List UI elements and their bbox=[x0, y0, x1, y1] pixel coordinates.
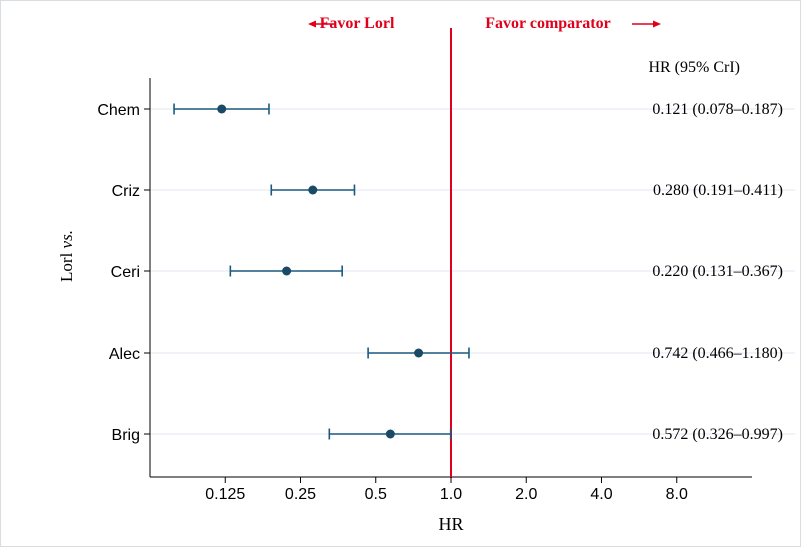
row-label: Alec bbox=[109, 346, 140, 363]
ci-column-title: HR (95% CrI) bbox=[648, 59, 740, 76]
hr-point bbox=[385, 429, 395, 439]
rows: Chem 0.121 (0.078–0.187) Criz 0.280 (0.191–… bbox=[97, 101, 783, 444]
row-label: Chem bbox=[97, 102, 140, 119]
x-tick-label: 0.125 bbox=[205, 486, 245, 503]
hr-ci-text: 0.220 (0.131–0.367) bbox=[652, 263, 783, 280]
x-tick-label: 8.0 bbox=[666, 486, 688, 503]
x-tick-label: 1.0 bbox=[440, 486, 462, 503]
hr-point bbox=[282, 266, 292, 276]
hr-point bbox=[217, 104, 227, 114]
hr-point bbox=[308, 185, 318, 195]
x-axis-title: HR bbox=[438, 514, 463, 534]
x-tick-label: 0.25 bbox=[285, 486, 316, 503]
hr-ci-text: 0.121 (0.078–0.187) bbox=[652, 101, 783, 118]
y-axis-title-text: Lorl bbox=[57, 248, 76, 282]
hr-point bbox=[414, 348, 424, 358]
hr-ci-text: 0.572 (0.326–0.997) bbox=[652, 426, 783, 443]
x-tick-label: 0.5 bbox=[365, 486, 387, 503]
row-label: Ceri bbox=[111, 264, 140, 281]
row-label: Brig bbox=[112, 427, 140, 444]
y-axis-title: Lorl vs. bbox=[57, 230, 76, 282]
x-ticks: 0.125 0.25 0.5 1.0 2.0 4.0 8.0 bbox=[205, 477, 688, 503]
favor-comparator-label: Favor comparator bbox=[485, 15, 610, 32]
right-arrow-icon bbox=[632, 20, 661, 28]
row-label: Criz bbox=[112, 183, 140, 200]
favor-header: Favor Lorl Favor comparator bbox=[308, 15, 661, 32]
x-tick-label: 4.0 bbox=[590, 486, 612, 503]
y-axis-title-italic: vs. bbox=[57, 230, 76, 248]
x-tick-label: 2.0 bbox=[515, 486, 537, 503]
left-arrow-icon bbox=[308, 20, 336, 28]
favor-lorl-label: Favor Lorl bbox=[320, 15, 395, 32]
hr-ci-text: 0.280 (0.191–0.411) bbox=[653, 182, 783, 199]
hr-ci-text: 0.742 (0.466–1.180) bbox=[652, 345, 783, 362]
row-gridlines bbox=[150, 108, 795, 435]
